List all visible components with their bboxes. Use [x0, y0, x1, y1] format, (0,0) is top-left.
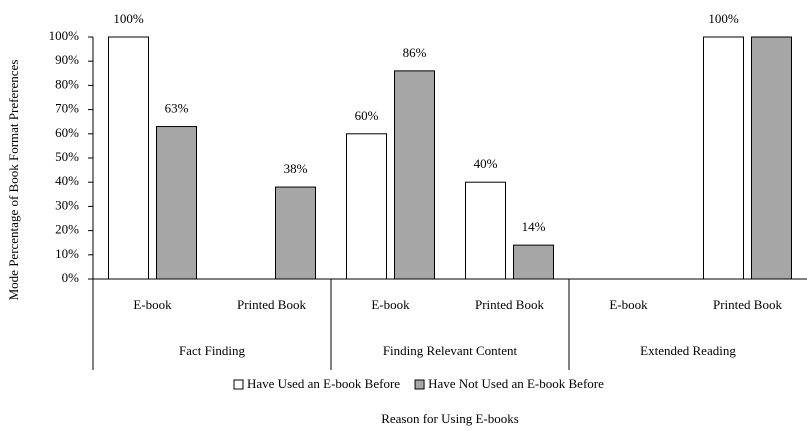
bar — [275, 186, 316, 280]
y-tick-label: 90% — [55, 52, 79, 67]
y-tick-label: 70% — [55, 101, 79, 116]
y-tick-label: 40% — [55, 173, 79, 188]
y-tick-label: 0% — [62, 270, 80, 285]
x-tick-label: E-book — [133, 297, 172, 312]
data-label: 86% — [403, 45, 427, 60]
bar — [346, 133, 387, 280]
data-label: 38% — [284, 161, 308, 176]
data-label: 60% — [355, 108, 379, 123]
bar — [465, 181, 506, 280]
y-tick-label: 60% — [55, 125, 79, 140]
data-label: 14% — [522, 219, 546, 234]
legend-label: Have Not Used an E-book Before — [428, 376, 604, 391]
y-tick-label: 50% — [55, 149, 79, 164]
data-label: 63% — [165, 101, 189, 116]
y-tick-label: 80% — [55, 76, 79, 91]
x-tick-label: Printed Book — [237, 297, 306, 312]
x-axis-title: Reason for Using E-books — [381, 411, 519, 426]
x-tick-label: Printed Book — [475, 297, 544, 312]
x-tick-label: E-book — [609, 297, 648, 312]
y-tick-label: 20% — [55, 222, 79, 237]
x-tick-label: E-book — [371, 297, 410, 312]
data-label: 100% — [113, 11, 144, 26]
legend-swatch — [233, 379, 244, 390]
legend-swatch — [414, 379, 425, 390]
group-label: Finding Relevant Content — [383, 343, 518, 358]
group-label: Extended Reading — [640, 343, 736, 358]
y-tick-label: 100% — [49, 28, 80, 43]
bar — [394, 70, 435, 280]
bar — [156, 126, 197, 280]
bar — [513, 244, 554, 280]
y-tick-label: 30% — [55, 197, 79, 212]
bar — [703, 36, 744, 280]
y-axis-title: Mode Percentage of Book Format Preferenc… — [6, 60, 21, 301]
data-label: 40% — [474, 156, 498, 171]
bar — [751, 36, 792, 280]
group-label: Fact Finding — [179, 343, 246, 358]
bar — [108, 36, 149, 280]
data-label: 100% — [708, 11, 739, 26]
legend-label: Have Used an E-book Before — [247, 376, 400, 391]
x-tick-label: Printed Book — [713, 297, 782, 312]
y-tick-label: 10% — [55, 246, 79, 261]
